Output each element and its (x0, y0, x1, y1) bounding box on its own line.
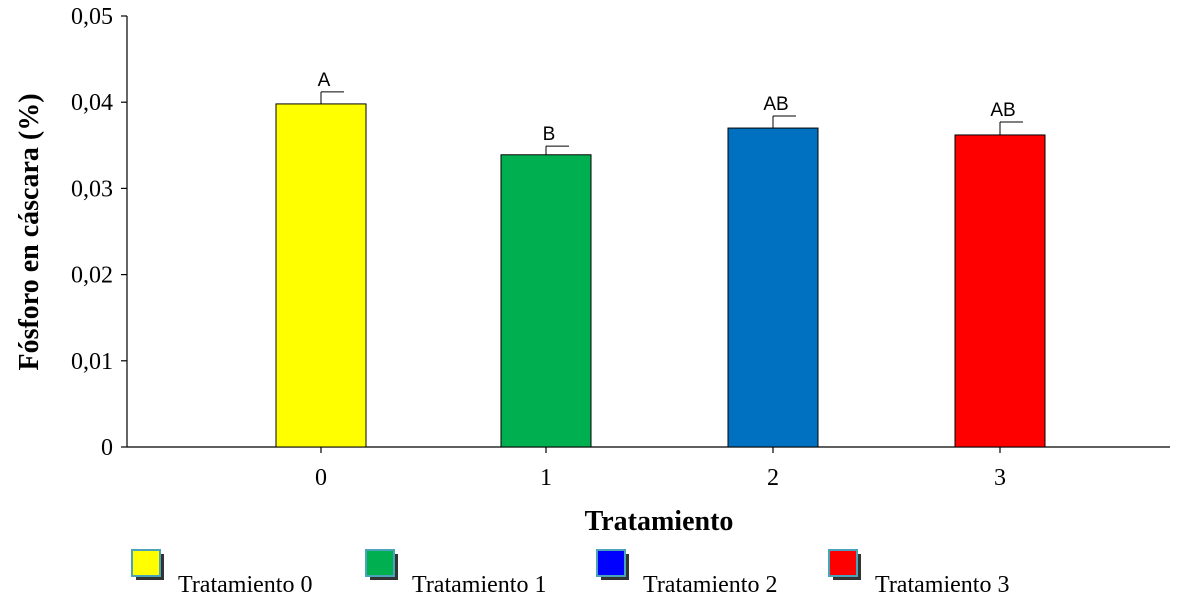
legend-swatch (828, 549, 858, 577)
legend-label: Tratamiento 1 (412, 572, 546, 598)
y-tick-label: 0,05 (71, 4, 113, 30)
y-axis: 0 0,01 0,02 0,03 0,04 0,05 (71, 4, 128, 461)
legend-swatch (596, 549, 626, 577)
legend: Tratamiento 0 Tratamiento 1 Tratamiento 2 T… (131, 549, 1009, 598)
significance-label: AB (990, 100, 1015, 121)
y-axis-title: Fósforo en cáscara (%) (14, 93, 45, 370)
significance-label: A (318, 70, 331, 91)
y-tick-label: 0 (101, 435, 113, 461)
significance-label: B (543, 124, 556, 145)
y-tick-label: 0,04 (71, 90, 113, 116)
x-tick-label: 2 (767, 465, 779, 491)
bar (954, 134, 1046, 448)
y-tick-label: 0,01 (71, 349, 113, 375)
bar (500, 154, 592, 448)
legend-swatch (365, 549, 395, 577)
y-tick-label: 0,03 (71, 176, 113, 202)
y-tick-label: 0,02 (71, 263, 113, 289)
x-tick-label: 1 (540, 465, 552, 491)
x-axis-title: Tratamiento (585, 506, 734, 537)
legend-label: Tratamiento 2 (643, 572, 777, 598)
bar (275, 103, 367, 448)
x-tick-label: 0 (315, 465, 327, 491)
significance-label: AB (763, 94, 788, 115)
bar (727, 127, 819, 448)
legend-swatch (131, 549, 161, 577)
x-axis: 0 1 2 3 (127, 446, 1170, 491)
legend-label: Tratamiento 3 (875, 572, 1009, 598)
x-tick-label: 3 (994, 465, 1006, 491)
legend-label: Tratamiento 0 (178, 572, 312, 598)
